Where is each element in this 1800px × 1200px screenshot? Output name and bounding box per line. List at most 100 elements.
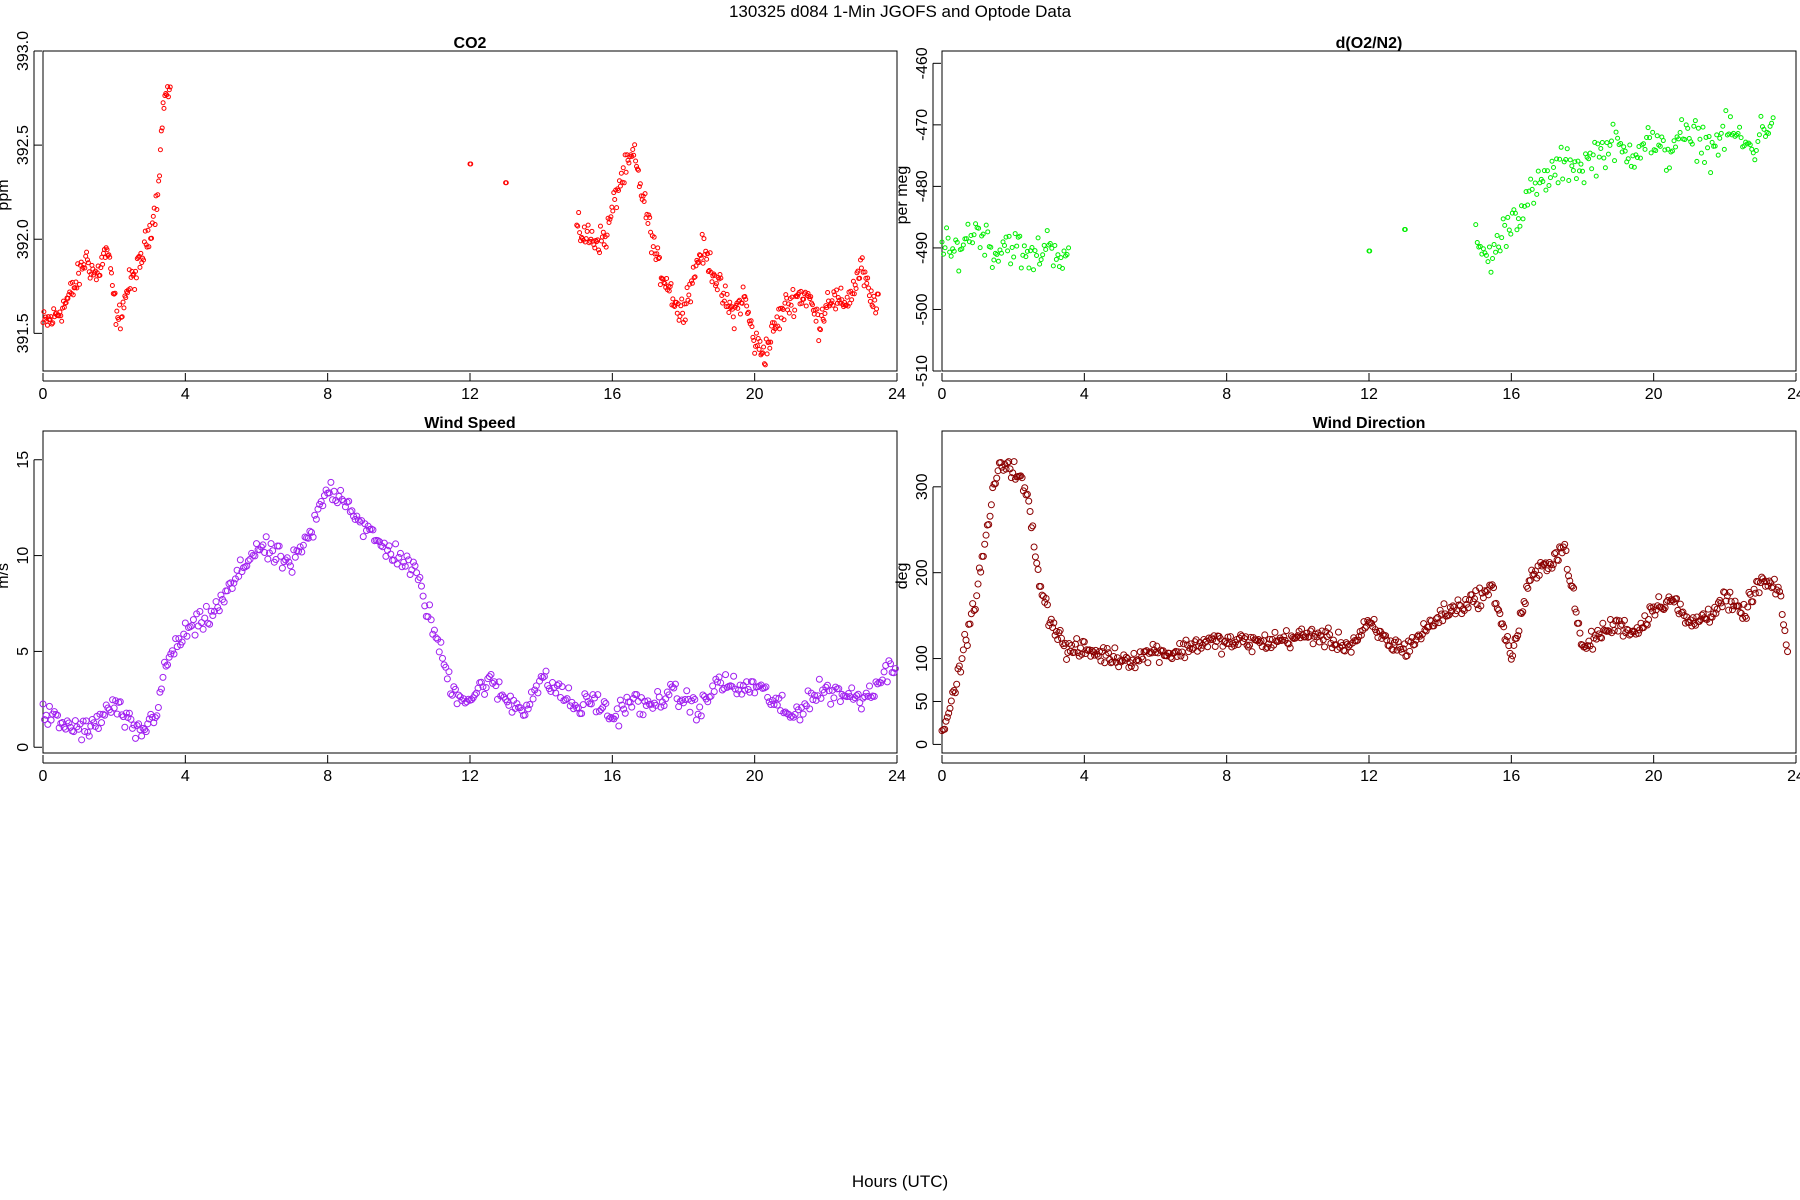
panel-co2: CO2 0 4 8 12 16 20 24 391.5 392.0 392.5 393.0 ppm (0, 31, 906, 403)
data-point (674, 310, 680, 316)
data-point (592, 245, 598, 251)
data-point (970, 607, 978, 615)
data-point (697, 252, 703, 258)
data-point (1440, 600, 1448, 608)
data-point (159, 125, 165, 131)
data-point (1520, 216, 1526, 222)
data-point (58, 313, 64, 319)
data-point (1230, 642, 1238, 650)
data-point (759, 351, 765, 357)
data-point (1491, 241, 1497, 247)
data-point (825, 687, 833, 695)
data-point (1589, 166, 1595, 172)
y-tick-label: -470 (914, 109, 931, 141)
data-point (448, 691, 456, 699)
data-point (945, 235, 951, 241)
plot-frame (42, 50, 898, 372)
data-point (968, 233, 974, 239)
data-point (62, 725, 70, 733)
data-point (1563, 565, 1571, 573)
data-point (123, 295, 129, 301)
data-point (1271, 628, 1279, 636)
data-point (1047, 240, 1053, 246)
data-point (1504, 632, 1512, 640)
data-point (1038, 257, 1044, 263)
data-point (618, 701, 626, 709)
data-point (1474, 240, 1480, 246)
data-point (1510, 641, 1518, 649)
data-point (1587, 627, 1595, 635)
x-tick-label: 12 (1360, 386, 1378, 403)
data-point (1003, 234, 1009, 240)
data-point (85, 260, 91, 266)
data-point (78, 259, 84, 265)
data-point (948, 253, 954, 259)
data-point (604, 232, 610, 238)
data-point (1613, 129, 1619, 135)
data-point (713, 678, 721, 686)
data-point (1034, 566, 1042, 574)
data-point (1307, 627, 1315, 635)
data-point (868, 288, 874, 294)
data-point (1341, 647, 1349, 655)
data-point (1531, 200, 1537, 206)
data-point (944, 225, 950, 231)
data-point (1315, 638, 1323, 646)
data-point (642, 702, 650, 710)
data-point (744, 303, 750, 309)
data-point (754, 343, 760, 349)
data-point (833, 306, 839, 312)
data-point (584, 228, 590, 234)
data-point (866, 285, 872, 291)
data-point (1077, 644, 1085, 652)
data-point (1005, 458, 1013, 466)
data-point (1080, 638, 1088, 646)
data-point (1049, 623, 1057, 631)
data-point (1617, 622, 1625, 630)
data-point (369, 526, 377, 534)
data-point (1549, 561, 1557, 569)
data-point (490, 678, 498, 686)
data-point (468, 161, 474, 167)
y-tick-label: 15 (15, 451, 32, 469)
x-tick-label: 12 (461, 768, 479, 785)
data-point (343, 498, 351, 506)
data-point (1041, 242, 1047, 248)
data-point (679, 296, 685, 302)
data-point (156, 688, 164, 696)
data-point (419, 592, 427, 600)
data-point (485, 673, 493, 681)
data-point (1431, 619, 1439, 627)
data-point (808, 294, 814, 300)
data-point (633, 691, 641, 699)
data-point (100, 261, 106, 267)
data-point (119, 314, 125, 320)
x-tick-label: 20 (746, 386, 764, 403)
data-point (1176, 640, 1184, 648)
data-point (1750, 150, 1756, 156)
data-point (1061, 248, 1067, 254)
data-point (575, 223, 581, 229)
data-point (1496, 610, 1504, 618)
data-point (117, 302, 123, 308)
data-point (1721, 146, 1727, 152)
data-point (1138, 653, 1146, 661)
data-point (1370, 615, 1378, 623)
data-point (1547, 175, 1553, 181)
data-point (1755, 589, 1763, 597)
data-point (689, 280, 695, 286)
data-point (1763, 578, 1771, 586)
data-point (379, 543, 387, 551)
data-point (1735, 602, 1743, 610)
data-point (1645, 616, 1653, 624)
data-point (84, 728, 92, 736)
data-point (183, 632, 191, 640)
data-point (111, 291, 117, 297)
data-point (709, 279, 715, 285)
data-point (1755, 138, 1761, 144)
data-point (217, 591, 225, 599)
data-point (764, 351, 770, 357)
y-tick-label: 300 (914, 473, 931, 500)
data-point (165, 653, 173, 661)
data-point (699, 231, 705, 237)
